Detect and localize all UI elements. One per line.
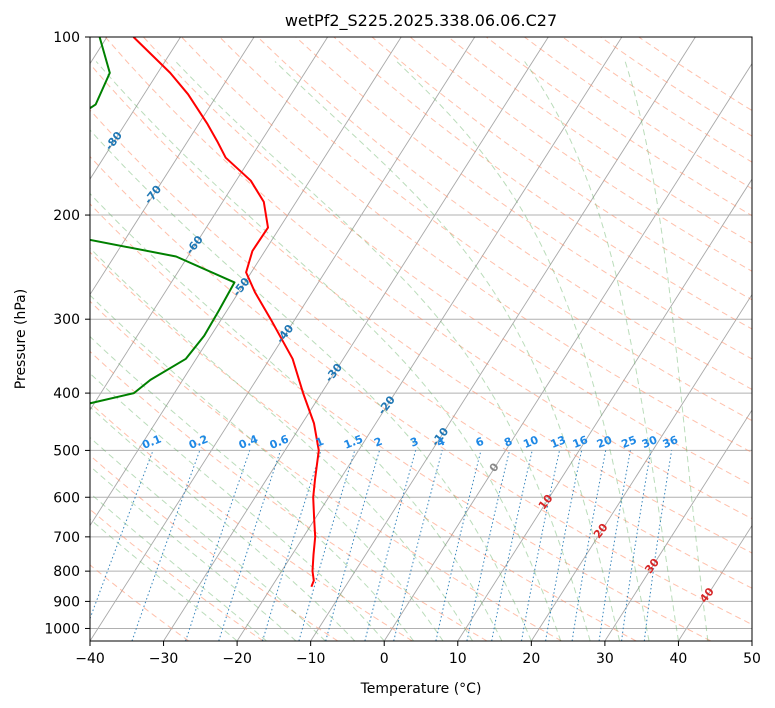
isotherm-line [90, 37, 402, 527]
dry-adiabat-line [90, 109, 752, 589]
mixing-ratio-value-label: 13 [549, 433, 568, 451]
dry-adiabat-line [90, 155, 752, 626]
mixing-ratio-value-label: 25 [620, 433, 639, 451]
dry-adiabat-line [90, 203, 712, 641]
moist-adiabat-line [90, 372, 385, 641]
mixing-ratio-line [131, 450, 201, 641]
dry-adiabat-line [90, 350, 488, 641]
y-tick-label: 700 [53, 530, 80, 546]
dry-adiabat-line [257, 37, 752, 391]
x-tick-label: −30 [149, 651, 179, 667]
chart-title: wetPf2_S225.2025.338.06.06.C27 [285, 11, 557, 31]
x-tick-label: 0 [380, 651, 389, 667]
moist-adiabat-line [624, 61, 709, 641]
isotherm-line [90, 37, 255, 296]
x-axis-title: Temperature (°C) [360, 681, 482, 697]
x-tick-label: 30 [596, 651, 614, 667]
x-tick-label: 50 [743, 651, 761, 667]
y-axis: 100 200 300 400 500 600 700 800 900 1000 [44, 30, 90, 637]
x-tick-label: −20 [222, 651, 252, 667]
y-tick-label: 500 [53, 443, 80, 459]
mixing-ratio-value-label: 36 [661, 433, 680, 451]
y-tick-label: 300 [53, 312, 80, 328]
isotherm-line [90, 37, 181, 180]
isotherm-line [163, 37, 549, 641]
mixing-ratio-value-label: 20 [595, 433, 614, 451]
x-tick-label: −40 [75, 651, 105, 667]
mixing-ratio-value-label: 1 [314, 435, 326, 450]
moist-adiabat-line [175, 61, 591, 641]
isotherm-line [383, 62, 752, 641]
moist-adiabat-line [90, 335, 415, 641]
mixing-ratio-line [298, 450, 356, 641]
dry-adiabat-line [219, 37, 752, 422]
mixing-ratio-value-label: 2 [372, 435, 384, 450]
moist-adiabat-line [95, 61, 562, 641]
dry-adiabat-line [90, 564, 189, 641]
dry-adiabat-line [90, 402, 413, 641]
mixing-ratio-value-label: 10 [521, 433, 540, 451]
x-tick-label: 10 [449, 651, 467, 667]
isotherm-line [90, 37, 329, 411]
dry-adiabat-line [371, 37, 752, 301]
mixing-ratio-value-label: 8 [502, 435, 514, 450]
mixing-ratio-line [393, 450, 443, 641]
moist-adiabat-line [396, 61, 650, 641]
isotherm-line [604, 409, 752, 641]
dry-adiabat-line [90, 63, 752, 554]
x-tick-label: 20 [522, 651, 540, 667]
isotherm-line [530, 293, 752, 641]
mixing-ratio-line [325, 450, 380, 641]
moist-adiabat-line [90, 492, 267, 641]
dry-adiabat-line [90, 251, 637, 641]
y-tick-label: 400 [53, 386, 80, 402]
mixing-ratio-value-label: 3 [408, 435, 420, 450]
mixing-ratio-line [262, 450, 322, 641]
moist-adiabat-line [90, 247, 473, 641]
moist-adiabat-line [274, 61, 621, 641]
isotherm-line [457, 178, 752, 641]
moist-adiabat-line [90, 192, 503, 641]
mixing-ratio-line [185, 450, 251, 641]
y-tick-label: 900 [53, 594, 80, 610]
grid-layer [90, 37, 752, 641]
x-tick-label: −10 [296, 651, 326, 667]
isotherm-line [678, 524, 752, 641]
mixing-ratio-line [218, 450, 281, 641]
plot-frame [89, 36, 753, 642]
x-axis: −40 −30 −20 −10 0 10 20 30 40 50 [75, 641, 761, 667]
moist-adiabat-line [90, 465, 297, 641]
dry-adiabat-line [295, 37, 752, 360]
data-layer [90, 37, 320, 588]
y-tick-label: 200 [53, 208, 80, 224]
mixing-ratio-value-label: 16 [571, 433, 590, 451]
moist-adiabat-line [90, 294, 444, 641]
mixing-ratio-line [598, 450, 631, 641]
dry-adiabat-line [90, 454, 339, 641]
mixing-ratio-value-label: 30 [640, 433, 659, 451]
mixing-ratio-line [643, 450, 673, 641]
x-tick-label: 40 [670, 651, 688, 667]
moist-adiabat-line [90, 518, 238, 641]
mixing-ratio-line [435, 450, 482, 641]
y-axis-title: Pressure (hPa) [13, 289, 29, 389]
mixing-ratio-line [364, 450, 417, 641]
dry-adiabat-line [104, 37, 752, 520]
y-tick-label: 100 [53, 30, 80, 46]
mixing-ratio-line [621, 450, 652, 641]
y-tick-label: 1000 [44, 621, 80, 637]
temperature-profile-line [132, 37, 320, 588]
y-tick-label: 600 [53, 490, 80, 506]
moist-adiabat-line [90, 436, 326, 641]
isotherm-line [236, 37, 623, 641]
dry-adiabat-line [90, 508, 264, 641]
y-tick-label: 800 [53, 564, 80, 580]
moist-adiabat-line [524, 61, 679, 641]
